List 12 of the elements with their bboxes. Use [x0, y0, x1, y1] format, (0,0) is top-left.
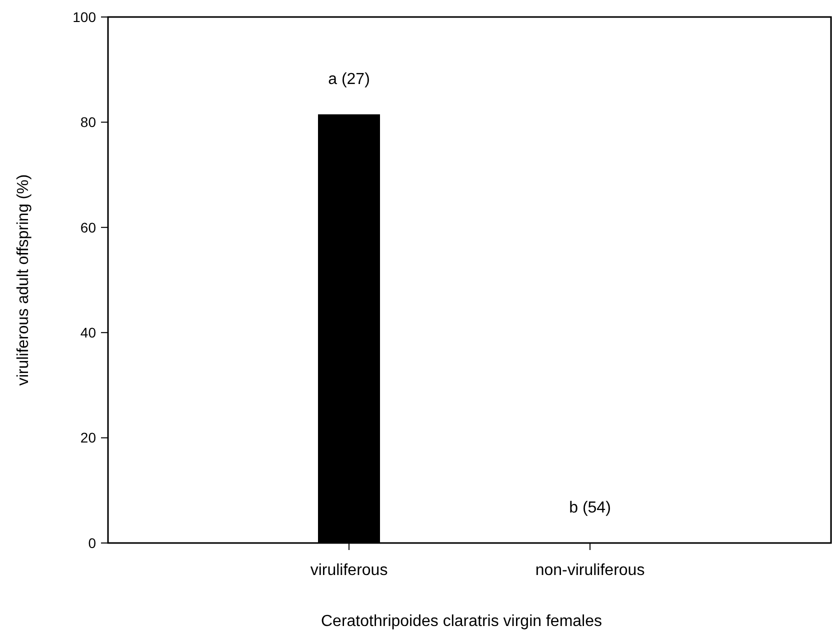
y-tick-label: 60 [80, 219, 96, 236]
y-tick-label: 100 [72, 8, 96, 25]
y-tick-label: 20 [80, 430, 96, 446]
y-axis-title: viruliferous adult offspring (%) [15, 174, 32, 386]
y-tick-label: 40 [80, 324, 96, 340]
annotation: b (54) [569, 500, 611, 517]
y-tick-label: 0 [88, 534, 96, 551]
x-tick-label: non-viruliferous [535, 562, 645, 579]
annotation: a (27) [328, 70, 370, 88]
x-axis-title: Ceratothripoides claratris virgin females [321, 613, 602, 630]
y-tick-label: 80 [80, 114, 96, 130]
x-tick-label: viruliferous [310, 562, 388, 579]
